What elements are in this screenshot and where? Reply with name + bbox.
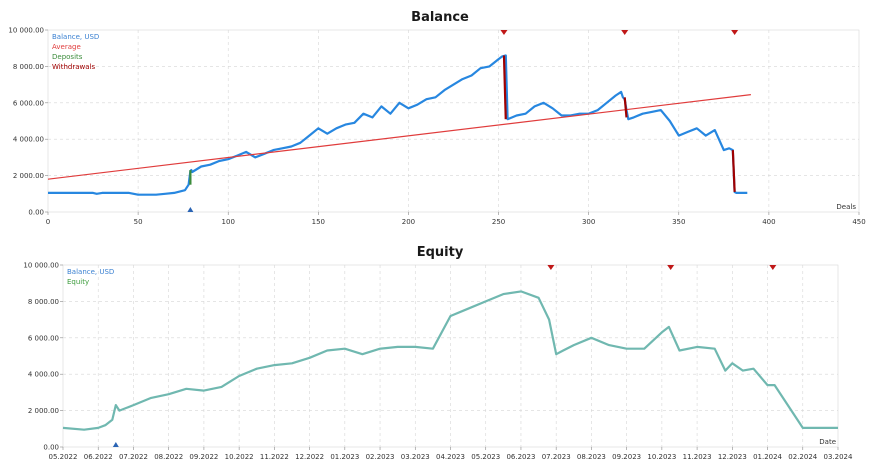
equity-x-tick-label: 03.2023 xyxy=(401,453,430,461)
equity-x-tick-label: 11.2022 xyxy=(260,453,289,461)
equity-chart: Equity 0.00 2 000.00 4 000.00 6 000.00 8 000… xyxy=(23,245,853,461)
equity-chart-title: Equity xyxy=(417,245,464,260)
equity-x-tick-label: 03.2024 xyxy=(824,453,853,461)
balance-x-tick-label: 450 xyxy=(852,218,865,226)
balance-y-axis: 0.00 2 000.00 4 000.00 6 000.00 8 000.00 10 0… xyxy=(8,27,48,217)
equity-legend: Balance, USD Equity xyxy=(67,268,114,286)
equity-y-tick-label: 4 000.00 xyxy=(28,371,59,379)
balance-x-tick-label: 300 xyxy=(582,218,595,226)
balance-x-tick-label: 400 xyxy=(762,218,775,226)
balance-y-tick-label: 4 000.00 xyxy=(13,136,44,144)
equity-x-tick-label: 06.2022 xyxy=(84,453,113,461)
equity-withdrawal-marker xyxy=(667,265,675,270)
balance-y-tick-label: 0.00 xyxy=(28,209,44,217)
equity-x-tick-label: 02.2024 xyxy=(788,453,817,461)
equity-y-tick-label: 2 000.00 xyxy=(28,407,59,415)
balance-chart-title: Balance xyxy=(411,10,469,25)
equity-deposit-marker xyxy=(112,442,119,447)
equity-x-tick-label: 04.2023 xyxy=(436,453,465,461)
balance-legend-item: Average xyxy=(52,43,81,51)
equity-x-tick-label: 08.2022 xyxy=(154,453,183,461)
balance-y-tick-label: 6 000.00 xyxy=(13,99,44,107)
equity-x-tick-label: 10.2022 xyxy=(225,453,254,461)
balance-withdrawal-marker xyxy=(731,30,739,35)
equity-x-tick-label: 08.2023 xyxy=(577,453,606,461)
balance-series-average-line xyxy=(47,94,751,180)
balance-series-withdrawals-segment xyxy=(731,150,736,193)
balance-x-tick-label: 100 xyxy=(222,218,235,226)
balance-x-tick-label: 200 xyxy=(402,218,415,226)
balance-grid xyxy=(48,30,859,212)
equity-x-tick-label: 01.2024 xyxy=(753,453,782,461)
equity-x-tick-label: 02.2023 xyxy=(366,453,395,461)
balance-y-tick-label: 10 000.00 xyxy=(8,27,44,35)
balance-legend-item: Deposits xyxy=(52,53,83,61)
equity-x-tick-label: 12.2022 xyxy=(295,453,324,461)
equity-withdrawal-marker xyxy=(547,265,555,270)
equity-x-tick-label: 11.2023 xyxy=(683,453,712,461)
balance-y-tick-label: 8 000.00 xyxy=(13,63,44,71)
equity-markers xyxy=(112,265,777,447)
equity-x-tick-label: 09.2022 xyxy=(189,453,218,461)
equity-y-tick-label: 10 000.00 xyxy=(23,262,59,270)
equity-x-tick-label: 12.2023 xyxy=(718,453,747,461)
balance-y-tick-label: 2 000.00 xyxy=(13,172,44,180)
equity-legend-item: Balance, USD xyxy=(67,268,114,276)
balance-legend-item: Balance, USD xyxy=(52,33,99,41)
balance-x-tick-label: 0 xyxy=(46,218,50,226)
balance-x-tick-label: 50 xyxy=(134,218,143,226)
balance-legend-item: Withdrawals xyxy=(52,63,95,71)
equity-x-tick-label: 01.2023 xyxy=(330,453,359,461)
equity-x-tick-label: 10.2023 xyxy=(647,453,676,461)
equity-x-tick-label: 05.2022 xyxy=(49,453,78,461)
balance-withdrawal-marker xyxy=(621,30,629,35)
equity-y-tick-label: 6 000.00 xyxy=(28,334,59,342)
balance-chart: Balance 0.00 2 000.00 4 000.00 6 000.00 8 00… xyxy=(8,10,865,226)
equity-x-tick-label: 07.2022 xyxy=(119,453,148,461)
equity-x-tick-label: 06.2023 xyxy=(506,453,535,461)
balance-series-withdrawals-segment xyxy=(502,55,507,120)
balance-x-tick-label: 250 xyxy=(492,218,505,226)
balance-markers xyxy=(187,30,739,212)
balance-legend: Balance, USD Average Deposits Withdrawals xyxy=(52,33,99,71)
balance-x-tick-label: 350 xyxy=(672,218,685,226)
balance-series-balance-usd-line xyxy=(48,54,748,196)
equity-series xyxy=(62,290,838,431)
equity-grid xyxy=(63,265,838,447)
balance-series xyxy=(47,54,751,196)
equity-legend-item: Equity xyxy=(67,278,89,286)
balance-x-tick-label: 150 xyxy=(312,218,325,226)
equity-y-tick-label: 8 000.00 xyxy=(28,298,59,306)
equity-x-tick-label: 05.2023 xyxy=(471,453,500,461)
equity-x-tick-label: 07.2023 xyxy=(542,453,571,461)
equity-series-equity-line xyxy=(62,290,838,431)
equity-y-tick-label: 0.00 xyxy=(43,444,59,452)
balance-series-withdrawals-segment xyxy=(623,97,628,118)
balance-withdrawal-marker xyxy=(500,30,508,35)
equity-withdrawal-marker xyxy=(769,265,777,270)
balance-deposit-marker xyxy=(187,207,194,212)
equity-y-axis: 0.00 2 000.00 4 000.00 6 000.00 8 000.00 10 0… xyxy=(23,262,63,452)
equity-x-axis: 05.2022 06.2022 07.2022 08.2022 09.2022 10.20… xyxy=(49,447,853,461)
equity-x-axis-name: Date xyxy=(819,438,836,446)
balance-plot-area xyxy=(47,29,860,213)
balance-x-axis: 0 50 100 150 200 250 300 350 400 450 xyxy=(46,212,866,226)
balance-x-axis-name: Deals xyxy=(836,203,856,211)
equity-x-tick-label: 09.2023 xyxy=(612,453,641,461)
